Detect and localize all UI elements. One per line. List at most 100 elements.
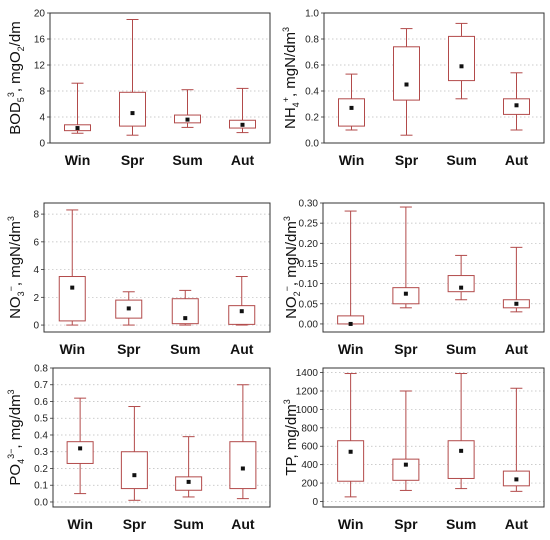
chart-panel-4: 0.00 0.05 0.10 0.15 0.20 0.25 0.30 Win Spr Sum Aut…: [282, 199, 545, 357]
box-aut: [228, 276, 256, 326]
mean-marker: [348, 321, 353, 326]
y-tick-label: 0.05: [299, 299, 319, 310]
mean-marker: [183, 316, 188, 321]
mean-marker: [514, 301, 519, 306]
mean-marker: [185, 117, 190, 122]
x-category-label: Sum: [446, 152, 476, 168]
box-spr: [119, 19, 146, 136]
x-category-label: Win: [65, 152, 91, 168]
y-tick-label: 1000: [296, 405, 319, 416]
y-axis-label-rest: , mgN/dm: [7, 221, 24, 286]
y-tick-label: 0.5: [34, 414, 48, 425]
x-category-label: Win: [67, 516, 93, 532]
x-category-label: Sum: [170, 341, 200, 357]
x-category-label: Aut: [231, 516, 255, 532]
x-category-label: Sum: [446, 341, 476, 357]
y-tick-label: 0.10: [299, 279, 319, 290]
box-sum: [174, 89, 201, 128]
plot-frame: [322, 202, 545, 333]
y-tick-label: 12: [34, 61, 46, 72]
x-category-label: Aut: [230, 341, 254, 357]
x-category-label: Spr: [394, 341, 418, 357]
mean-marker: [132, 473, 137, 478]
box-aut: [503, 72, 530, 131]
mean-marker: [78, 446, 83, 451]
box-win: [64, 82, 91, 134]
x-category-label: Aut: [231, 152, 255, 168]
y-axis-label: NH4+, mgN/dm3: [281, 27, 301, 129]
y-axis-label-rest: , mg/dm: [283, 404, 300, 458]
y-axis-label-tail: /dm: [7, 21, 24, 46]
y-tick-label: 0.6: [305, 61, 319, 72]
y-tick-label: 0: [39, 139, 45, 150]
box-iqr: [120, 451, 148, 490]
y-axis-label-sup2: 3: [281, 27, 291, 32]
mean-marker: [239, 309, 244, 314]
box-spr: [392, 390, 420, 491]
y-tick-label: 8: [33, 210, 39, 221]
y-axis-label: PO43−, mg/dm3: [6, 389, 26, 485]
y-axis-label-main: BOD: [7, 102, 24, 135]
x-category-label: Spr: [395, 152, 419, 168]
y-tick-label: 16: [34, 35, 46, 46]
box-iqr: [58, 276, 86, 322]
y-axis-label-sup2: 3: [6, 216, 16, 221]
mean-marker: [349, 105, 354, 110]
x-category-label: Win: [338, 341, 364, 357]
y-tick-label: 600: [301, 442, 318, 453]
plot-frame: [322, 367, 545, 508]
x-category-label: Win: [338, 516, 364, 532]
y-tick-label: 800: [301, 423, 318, 434]
y-axis-label: NO2−, mgN/dm3: [282, 216, 302, 319]
box-win: [58, 209, 86, 326]
y-tick-label: 0.8: [34, 364, 48, 375]
mean-marker: [459, 285, 464, 290]
x-category-label: Sum: [446, 516, 476, 532]
box-spr: [393, 28, 420, 136]
y-axis-label-sup: −: [282, 286, 292, 291]
y-tick-label: 0: [312, 497, 318, 508]
box-aut: [229, 384, 257, 500]
y-axis-label: NO3−, mgN/dm3: [6, 216, 26, 319]
y-axis-label-sup2: 3: [6, 389, 16, 394]
mean-marker: [514, 477, 519, 482]
box-aut: [502, 246, 530, 313]
box-win: [337, 373, 365, 498]
mean-marker: [186, 479, 191, 484]
x-category-label: Spr: [394, 516, 418, 532]
x-category-label: Spr: [121, 152, 145, 168]
mean-marker: [403, 291, 408, 296]
box-iqr: [447, 275, 475, 293]
y-axis-label: TP, mg/dm3: [282, 399, 300, 475]
y-axis-label-sup2: 3: [282, 399, 292, 404]
y-axis-label-sup: 3−: [6, 449, 16, 459]
y-tick-label: 0.0: [305, 139, 319, 150]
mean-marker: [240, 466, 245, 471]
y-tick-label: 0: [33, 321, 39, 332]
y-tick-label: 6: [33, 237, 39, 248]
mean-marker: [459, 448, 464, 453]
chart-panel-6: 0 200 400 600 800 1000 1200 1400 Win Spr Sum Aut TP,…: [282, 367, 545, 532]
x-category-label: Aut: [505, 341, 529, 357]
box-iqr: [448, 35, 475, 82]
box-sum: [447, 254, 475, 301]
y-tick-label: 1200: [296, 387, 319, 398]
plot-frame: [49, 12, 271, 144]
y-tick-label: 0.8: [305, 35, 319, 46]
y-axis-label-main: TP: [283, 457, 300, 476]
box-sum: [175, 436, 203, 498]
plot-frame: [43, 202, 271, 333]
y-axis-label-sup: +: [281, 97, 291, 102]
x-category-label: Win: [59, 341, 85, 357]
chart-panel-5: 0.0 0.1 0.2 0.3 0.4 0.5 0.6 0.7 0.8 Win Spr Sum Aut P…: [6, 364, 271, 532]
box-win: [66, 397, 94, 495]
box-iqr: [392, 458, 420, 481]
x-category-label: Aut: [505, 152, 529, 168]
x-category-label: Spr: [123, 516, 147, 532]
y-tick-label: 0.0: [34, 497, 48, 508]
y-tick-label: 4: [33, 265, 39, 276]
mean-marker: [75, 126, 80, 131]
y-tick-label: 8: [39, 87, 45, 98]
mean-marker: [403, 462, 408, 467]
